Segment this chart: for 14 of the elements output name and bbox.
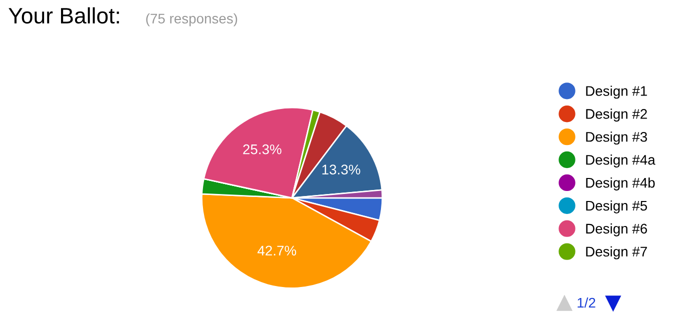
chart-subtitle: (75 responses) (146, 13, 238, 26)
legend-label: Design #1 (586, 86, 647, 99)
legend-label: Design #5 (586, 200, 648, 214)
legend-label: Design #7 (586, 246, 647, 260)
legend-label: Design #6 (586, 223, 647, 236)
legend-label: Design #4a (586, 154, 656, 168)
legend-label: Design #4b (586, 178, 655, 190)
legend-label: Design #2 (586, 108, 647, 122)
text: 1/2 (578, 297, 596, 308)
legend-label: Design #3 (586, 132, 647, 145)
data-label: 13.3% (322, 164, 360, 174)
data-label: 25.3% (243, 144, 282, 154)
chart-title: Your Ballot: (8, 7, 119, 24)
data-label: 42.7% (258, 246, 296, 256)
